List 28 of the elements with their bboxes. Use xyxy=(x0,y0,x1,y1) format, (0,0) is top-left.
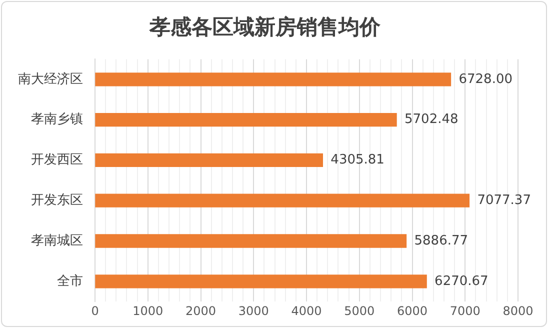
x-tick-label: 4000 xyxy=(291,304,322,318)
y-tick-label: 开发东区 xyxy=(31,192,83,208)
x-tick-label: 1000 xyxy=(132,304,164,318)
data-label: 5886.77 xyxy=(414,233,468,248)
x-tick-label: 7000 xyxy=(450,304,480,318)
y-tick-label: 孝南乡镇 xyxy=(31,112,83,128)
x-tick-label: 3000 xyxy=(238,304,269,318)
data-label: 7077.37 xyxy=(477,192,531,208)
y-tick-label: 孝南城区 xyxy=(31,233,83,248)
x-tick-label: 6000 xyxy=(396,304,428,318)
x-tick-label: 5000 xyxy=(344,304,375,318)
data-label: 6728.00 xyxy=(458,72,513,87)
bar xyxy=(95,112,397,127)
data-label: 4305.81 xyxy=(330,152,384,168)
y-tick-label: 开发西区 xyxy=(31,152,83,168)
y-tick-label: 南大经济区 xyxy=(18,72,83,87)
data-label: 6270.67 xyxy=(434,274,488,289)
x-tick-label: 2000 xyxy=(185,304,216,318)
x-tick-label: 8000 xyxy=(502,304,534,318)
y-tick-label: 全市 xyxy=(57,274,83,289)
chart-title: 孝感各区域新房销售均价 xyxy=(148,15,382,40)
bar xyxy=(95,274,427,288)
data-label: 5702.48 xyxy=(404,112,458,128)
bar xyxy=(95,153,323,168)
x-tick-label: 0 xyxy=(91,304,99,318)
bar xyxy=(95,72,452,86)
bar xyxy=(95,234,407,248)
bar xyxy=(95,194,470,208)
